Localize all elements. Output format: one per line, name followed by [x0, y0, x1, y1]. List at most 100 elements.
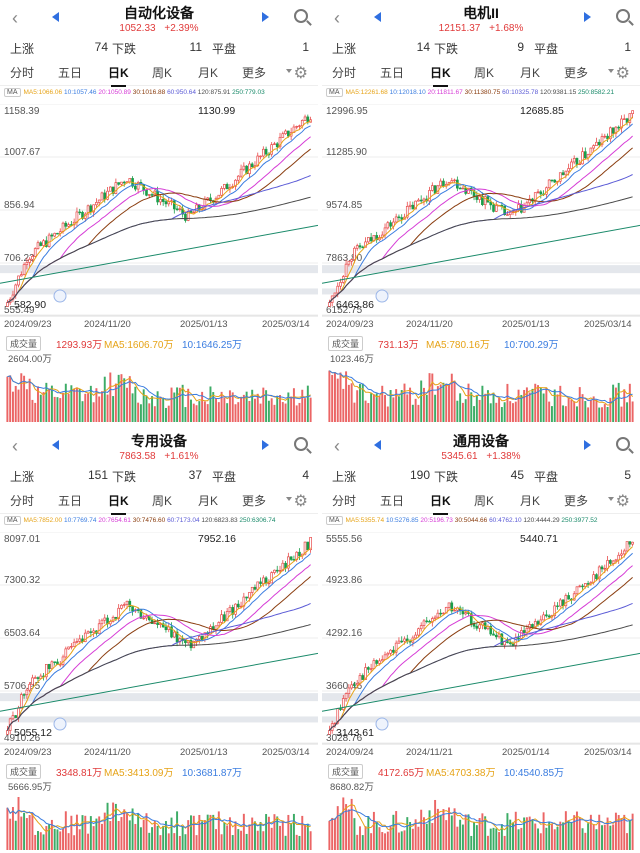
- tab-0[interactable]: 分时: [10, 494, 35, 508]
- candle-body: [561, 172, 565, 176]
- tab-2[interactable]: 日K: [430, 494, 451, 515]
- ma-toggle-button[interactable]: MA: [4, 88, 21, 97]
- candle-body: [609, 127, 612, 140]
- tab-4[interactable]: 月K: [198, 66, 219, 80]
- support-band: [0, 693, 318, 702]
- search-icon[interactable]: [294, 437, 308, 451]
- down-count: 37: [188, 468, 202, 482]
- volume-chart[interactable]: 1023.46万: [322, 352, 640, 422]
- tab-1[interactable]: 五日: [380, 66, 405, 80]
- volume-bar: [467, 383, 470, 422]
- volume-bar: [117, 374, 120, 422]
- next-sector-icon[interactable]: [584, 440, 591, 450]
- volume-bar: [234, 404, 237, 422]
- flat-count: 4: [302, 468, 309, 482]
- volume-bar: [304, 824, 307, 850]
- high-marker: 7952.16: [198, 533, 236, 545]
- ma5-line: [329, 546, 633, 731]
- ma-toggle-button[interactable]: MA: [4, 516, 21, 525]
- settings-gear-icon[interactable]: ⚙: [615, 65, 630, 82]
- volume-chart[interactable]: 5666.95万: [0, 780, 318, 850]
- volume-bar: [531, 819, 534, 850]
- volume-bar: [589, 399, 592, 422]
- next-sector-icon[interactable]: [262, 440, 269, 450]
- tab-4[interactable]: 月K: [198, 494, 219, 508]
- candle-body: [478, 624, 481, 629]
- candlestick-chart[interactable]: 8097.01 7300.32 6503.64 5706.95 4910.26 7952.…: [0, 532, 318, 758]
- prev-sector-icon[interactable]: [374, 440, 381, 450]
- volume-chart[interactable]: 8680.82万: [322, 780, 640, 850]
- back-arrow-icon[interactable]: ‹: [12, 436, 18, 456]
- tab-2[interactable]: 日K: [430, 66, 451, 87]
- settings-gear-icon[interactable]: ⚙: [615, 493, 630, 510]
- volume-bar: [137, 402, 140, 422]
- more-dropdown-icon[interactable]: [286, 497, 292, 501]
- volume-toggle-button[interactable]: 成交量: [328, 764, 364, 779]
- volume-bar: [62, 392, 65, 422]
- volume-bar: [145, 813, 148, 850]
- volume-chart[interactable]: 2604.00万: [0, 352, 318, 422]
- search-icon[interactable]: [294, 9, 308, 23]
- more-dropdown-icon[interactable]: [608, 497, 614, 501]
- more-dropdown-icon[interactable]: [608, 69, 614, 73]
- next-sector-icon[interactable]: [262, 12, 269, 22]
- volume-bar: [470, 835, 473, 850]
- prev-sector-icon[interactable]: [52, 12, 59, 22]
- tab-3[interactable]: 周K: [152, 494, 173, 508]
- prev-sector-icon[interactable]: [374, 12, 381, 22]
- back-arrow-icon[interactable]: ‹: [334, 436, 340, 456]
- tab-5[interactable]: 更多: [564, 494, 589, 508]
- search-icon[interactable]: [616, 9, 630, 23]
- volume-bar: [347, 809, 350, 850]
- volume-toggle-button[interactable]: 成交量: [6, 764, 42, 779]
- volume-bar: [370, 393, 373, 422]
- candle-body: [603, 135, 607, 138]
- change-percent: +1.61%: [164, 451, 199, 462]
- volume-toggle-button[interactable]: 成交量: [328, 336, 364, 351]
- volume-bar: [537, 828, 540, 850]
- tab-5[interactable]: 更多: [242, 494, 267, 508]
- more-dropdown-icon[interactable]: [286, 69, 292, 73]
- volume-bar: [345, 371, 348, 422]
- tab-3[interactable]: 周K: [474, 66, 495, 80]
- next-sector-icon[interactable]: [584, 12, 591, 22]
- tab-2[interactable]: 日K: [108, 494, 129, 515]
- volume-toggle-button[interactable]: 成交量: [6, 336, 42, 351]
- volume-bar: [100, 391, 103, 422]
- tab-1[interactable]: 五日: [58, 494, 83, 508]
- tab-1[interactable]: 五日: [380, 494, 405, 508]
- ma-toggle-button[interactable]: MA: [326, 88, 343, 97]
- settings-gear-icon[interactable]: ⚙: [293, 65, 308, 82]
- volume-bar: [142, 819, 145, 850]
- settings-gear-icon[interactable]: ⚙: [293, 493, 308, 510]
- current-price: 12151.37: [438, 23, 481, 34]
- ma-toggle-button[interactable]: MA: [326, 516, 343, 525]
- candlestick-chart[interactable]: 5555.56 4923.86 4292.16 3660.46 3028.76 5440.…: [322, 532, 640, 758]
- candle-body: [89, 205, 93, 213]
- volume-bar: [328, 370, 331, 422]
- candlestick-chart[interactable]: 12996.95 11285.90 9574.85 7863.80 6152.75 126…: [322, 104, 640, 330]
- volume-bar: [126, 813, 128, 850]
- back-arrow-icon[interactable]: ‹: [334, 8, 340, 28]
- tab-0[interactable]: 分时: [10, 66, 35, 80]
- flat-label: 平盘: [534, 470, 559, 484]
- search-icon[interactable]: [616, 437, 630, 451]
- tab-0[interactable]: 分时: [332, 66, 357, 80]
- tab-1[interactable]: 五日: [58, 66, 83, 80]
- tab-2[interactable]: 日K: [108, 66, 129, 87]
- tab-4[interactable]: 月K: [520, 66, 541, 80]
- tab-5[interactable]: 更多: [564, 66, 589, 80]
- ma120-line: [329, 196, 633, 303]
- candle-body: [150, 194, 154, 196]
- date-label: 2024/11/21: [406, 747, 453, 758]
- volume-bar: [131, 393, 134, 422]
- prev-sector-icon[interactable]: [52, 440, 59, 450]
- back-arrow-icon[interactable]: ‹: [12, 8, 18, 28]
- candle-body: [273, 569, 276, 573]
- tab-5[interactable]: 更多: [242, 66, 267, 80]
- tab-0[interactable]: 分时: [332, 494, 357, 508]
- tab-3[interactable]: 周K: [474, 494, 495, 508]
- tab-3[interactable]: 周K: [152, 66, 173, 80]
- tab-4[interactable]: 月K: [520, 494, 541, 508]
- candlestick-chart[interactable]: 1158.39 1007.67 856.94 706.22 555.49 1130.99 5…: [0, 104, 318, 330]
